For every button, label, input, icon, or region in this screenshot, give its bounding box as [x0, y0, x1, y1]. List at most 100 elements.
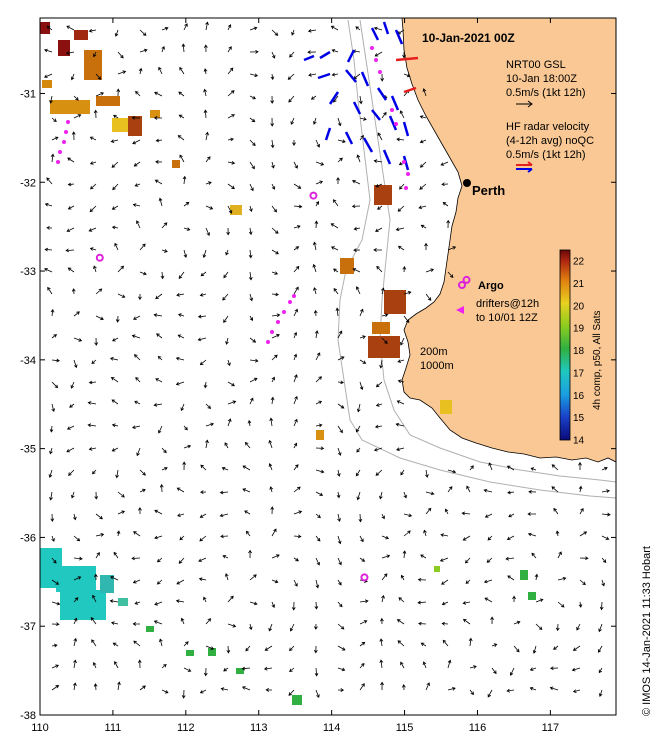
- model-current-arrow: [227, 114, 236, 119]
- model-current-arrow: [315, 180, 323, 185]
- model-current-arrow: [400, 661, 405, 669]
- colorbar-tick-label: 15: [573, 413, 585, 424]
- model-current-arrow: [557, 601, 565, 608]
- legend-radar-line2: (4-12h avg) noQC: [506, 135, 594, 147]
- model-current-arrow: [87, 401, 97, 405]
- model-current-arrow: [249, 117, 256, 123]
- model-current-arrow: [376, 265, 383, 273]
- model-current-arrow: [73, 682, 77, 691]
- model-current-arrow: [88, 28, 97, 33]
- model-current-arrow: [447, 687, 456, 691]
- model-current-arrow: [469, 689, 474, 696]
- model-current-arrow: [417, 600, 427, 605]
- model-current-arrow: [439, 557, 449, 562]
- model-current-arrow: [138, 67, 143, 75]
- legend: NRT00 GSL 10-Jan 18:00Z 0.5m/s (1kt 12h)…: [420, 59, 594, 372]
- model-current-arrow: [330, 223, 339, 229]
- model-current-arrow: [153, 620, 163, 625]
- model-current-arrow: [73, 311, 80, 317]
- model-current-arrow: [248, 623, 253, 631]
- model-current-arrow: [359, 641, 366, 647]
- model-current-arrow: [200, 464, 207, 471]
- model-current-arrow: [397, 640, 405, 647]
- model-current-arrow: [51, 334, 58, 339]
- lat-tick-label: -33: [20, 266, 36, 278]
- model-current-arrow: [178, 557, 185, 564]
- model-current-arrow: [114, 661, 119, 669]
- model-current-arrow: [51, 117, 57, 123]
- model-current-arrow: [420, 554, 427, 559]
- model-current-arrow: [571, 667, 581, 672]
- model-current-arrow: [203, 88, 207, 97]
- model-current-arrow: [95, 533, 105, 537]
- model-current-arrow: [109, 356, 119, 361]
- model-current-arrow: [183, 23, 188, 31]
- model-current-arrow: [402, 550, 407, 559]
- model-current-arrow: [397, 359, 405, 363]
- model-current-arrow: [359, 359, 367, 364]
- model-current-arrow: [93, 51, 97, 58]
- model-current-arrow: [139, 48, 148, 53]
- model-current-arrow: [337, 157, 343, 163]
- model-current-arrow: [293, 557, 299, 562]
- lat-tick-label: -32: [20, 177, 36, 189]
- model-current-arrow: [601, 557, 607, 563]
- model-current-arrow: [117, 491, 125, 498]
- model-current-arrow: [403, 491, 408, 499]
- model-current-arrow: [337, 667, 346, 672]
- model-current-arrow: [133, 354, 141, 361]
- model-current-arrow: [177, 135, 185, 141]
- model-current-arrow: [44, 73, 53, 78]
- model-current-arrow: [314, 220, 319, 229]
- model-current-arrow: [153, 402, 163, 407]
- colorbar-tick-label: 16: [573, 391, 585, 402]
- model-current-arrow: [249, 574, 257, 581]
- model-current-arrow: [50, 153, 55, 163]
- model-current-arrow: [138, 507, 142, 515]
- model-current-arrow: [176, 292, 185, 297]
- model-current-arrow: [307, 50, 317, 55]
- model-current-arrow: [177, 334, 185, 339]
- model-current-arrow: [313, 241, 317, 251]
- model-current-vectors: [44, 21, 611, 699]
- model-current-arrow: [51, 579, 60, 585]
- model-current-arrow: [572, 689, 581, 693]
- model-current-arrow: [73, 359, 78, 369]
- model-current-arrow: [117, 51, 124, 59]
- model-current-arrow: [249, 161, 255, 170]
- model-current-arrow: [359, 599, 369, 604]
- model-current-arrow: [507, 575, 515, 581]
- model-current-arrow: [513, 645, 520, 653]
- model-current-arrow: [599, 601, 604, 611]
- model-current-arrow: [227, 67, 234, 75]
- model-current-arrow: [358, 513, 363, 523]
- model-current-arrow: [73, 617, 78, 625]
- model-current-arrow: [337, 645, 346, 651]
- model-current-arrow: [241, 666, 251, 671]
- model-current-arrow: [88, 380, 97, 385]
- model-current-arrow: [248, 549, 252, 559]
- model-current-arrow: [534, 573, 539, 581]
- model-current-arrow: [359, 308, 364, 317]
- model-current-arrow: [159, 483, 164, 493]
- model-current-arrow: [417, 577, 427, 582]
- model-current-arrow: [95, 73, 102, 80]
- model-current-arrow: [505, 556, 515, 561]
- model-current-arrow: [157, 355, 163, 361]
- model-current-arrow: [270, 506, 275, 515]
- model-current-arrow: [400, 469, 405, 476]
- model-current-arrow: [70, 381, 75, 389]
- legend-model-line2: 10-Jan 18:00Z: [506, 73, 577, 85]
- model-current-arrow: [555, 530, 560, 537]
- model-current-arrow: [398, 597, 405, 603]
- argo-float-marker: [95, 253, 104, 262]
- model-current-arrow: [355, 469, 361, 477]
- model-current-arrow: [401, 684, 406, 691]
- model-current-arrow: [315, 161, 325, 166]
- model-current-arrow: [375, 227, 383, 232]
- model-current-arrow: [423, 529, 427, 537]
- model-current-arrow: [484, 597, 493, 603]
- lon-tick-label: 110: [31, 722, 49, 734]
- model-current-arrow: [425, 682, 430, 691]
- model-current-arrow: [51, 685, 60, 691]
